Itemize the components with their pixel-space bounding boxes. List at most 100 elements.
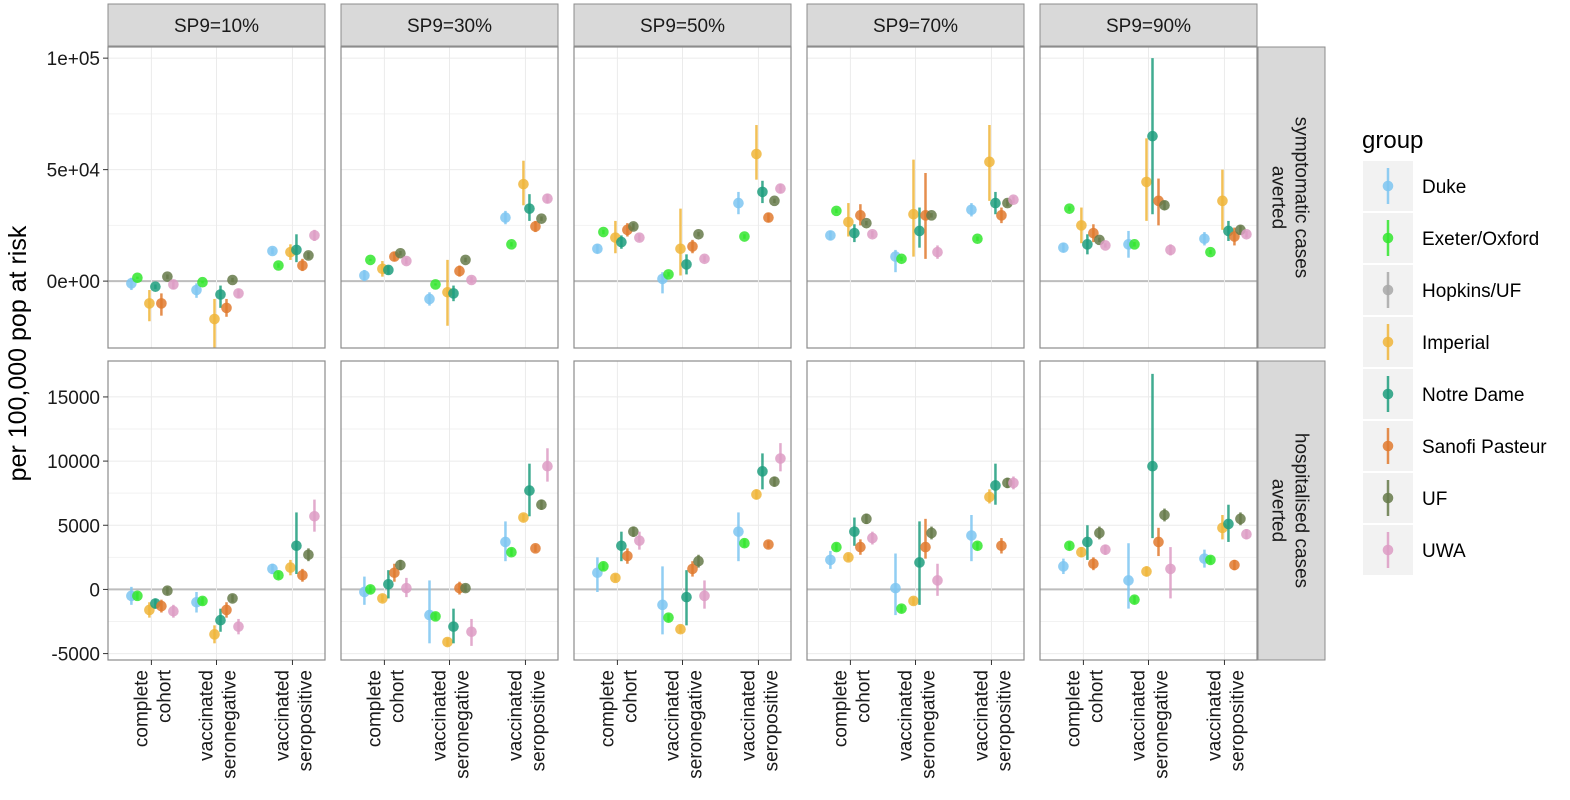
data-point	[984, 491, 995, 503]
facet-strip-bg	[340, 3, 559, 47]
legend-label: Notre Dame	[1422, 385, 1524, 406]
data-point	[825, 554, 836, 566]
series-imperial	[843, 125, 995, 257]
series-uwa	[168, 499, 320, 635]
x-tick-label-line: vaccinated	[197, 670, 218, 761]
data-point	[751, 489, 762, 500]
data-point	[675, 623, 686, 635]
data-point	[132, 590, 143, 602]
panel-r1-c5	[1039, 46, 1258, 349]
data-point	[1058, 242, 1069, 253]
series-notre-dame	[1082, 58, 1234, 255]
series-imperial	[377, 512, 529, 648]
data-point	[1205, 246, 1216, 258]
data-point	[616, 236, 627, 248]
data-point	[861, 513, 872, 525]
data-point	[291, 540, 302, 552]
facet-strip-label: SP9=90%	[1106, 16, 1191, 37]
data-point	[610, 572, 621, 584]
legend-key-point	[1382, 284, 1394, 296]
data-point	[460, 582, 471, 594]
x-tick-label: vaccinated seronegative	[1129, 670, 1173, 779]
data-point	[401, 582, 412, 594]
panel-border	[340, 46, 559, 349]
data-point	[1165, 563, 1176, 575]
data-point	[831, 205, 842, 217]
data-point	[751, 148, 762, 160]
data-point	[1205, 554, 1216, 566]
x-tick-label: complete cohort	[1063, 669, 1107, 747]
data-point	[1100, 240, 1111, 251]
x-axis-col-5: complete cohort vaccinated seronegative vacc…	[1063, 660, 1248, 779]
facet-row-strip-line: averted	[1268, 166, 1289, 229]
data-point	[825, 230, 836, 241]
data-point	[733, 526, 744, 537]
series-sanofi-pasteur	[156, 258, 308, 317]
data-point	[197, 276, 208, 288]
data-point	[500, 212, 511, 223]
data-point	[309, 510, 320, 522]
data-point	[996, 540, 1007, 552]
data-point	[699, 590, 710, 602]
facet-row-strip-line: averted	[1268, 479, 1289, 542]
facet-row-strip-label: symptomatic casesaverted	[1268, 117, 1312, 279]
x-tick-label-line: cohort	[1086, 669, 1107, 723]
y-tick-label: 0	[89, 580, 100, 601]
data-point	[233, 288, 244, 299]
legend-item-sanofi-pasteur: Sanofi Pasteur	[1361, 419, 1547, 473]
data-point	[896, 253, 907, 265]
series-uwa	[867, 194, 1019, 259]
facet-row-strip-2: hospitalised casesaverted	[1257, 360, 1326, 661]
series-uf	[395, 213, 547, 266]
series-sanofi-pasteur	[622, 212, 774, 254]
data-point	[932, 246, 943, 258]
x-axis-col-4: complete cohort vaccinated seronegative vacc…	[830, 660, 1015, 779]
series-duke	[825, 514, 977, 616]
panel-r2-c5	[1039, 360, 1258, 661]
data-point	[1241, 528, 1252, 540]
series-uf	[628, 195, 780, 240]
x-tick-label-line: vaccinated	[1129, 670, 1150, 761]
series-exeter-oxford	[1064, 203, 1216, 258]
data-point	[132, 272, 143, 284]
x-tick-label-line: seronegative	[453, 670, 474, 779]
series-duke	[359, 210, 511, 306]
data-point	[861, 217, 872, 229]
data-point	[1064, 540, 1075, 552]
data-point	[1153, 536, 1164, 548]
data-point	[191, 284, 202, 296]
legend-key-point	[1382, 232, 1394, 244]
series-sanofi-pasteur	[855, 518, 1007, 559]
facet-strip-label: SP9=10%	[174, 16, 259, 37]
series-duke	[592, 191, 744, 294]
data-point	[506, 239, 517, 250]
data-point	[984, 156, 995, 168]
series-notre-dame	[1082, 373, 1234, 560]
x-tick-label-line: cohort	[387, 669, 408, 723]
series-duke	[126, 245, 278, 298]
facet-strip-3: SP9=50%	[573, 3, 792, 47]
legend-item-hopkins-uf: Hopkins/UF	[1361, 263, 1521, 317]
x-tick-label: vaccinated seronegative	[663, 670, 707, 779]
series-uwa	[634, 183, 786, 265]
series-uwa	[401, 448, 553, 646]
series-uf	[1094, 508, 1246, 540]
data-point	[162, 271, 173, 282]
panel-border	[1039, 46, 1258, 349]
facet-strip-4: SP9=70%	[806, 3, 1025, 47]
legend-key-point	[1382, 336, 1394, 348]
data-point	[227, 593, 238, 604]
series-exeter-oxford	[831, 540, 983, 614]
data-point	[867, 532, 878, 544]
facet-strip-5: SP9=90%	[1039, 3, 1258, 47]
data-point	[855, 210, 866, 221]
series-uf	[162, 250, 314, 286]
data-point	[144, 298, 155, 309]
legend-label: Imperial	[1422, 333, 1490, 354]
data-point	[309, 230, 320, 241]
data-point	[303, 250, 314, 261]
panel-r2-c3	[573, 360, 792, 661]
data-point	[843, 552, 854, 563]
series-uf	[162, 548, 314, 604]
